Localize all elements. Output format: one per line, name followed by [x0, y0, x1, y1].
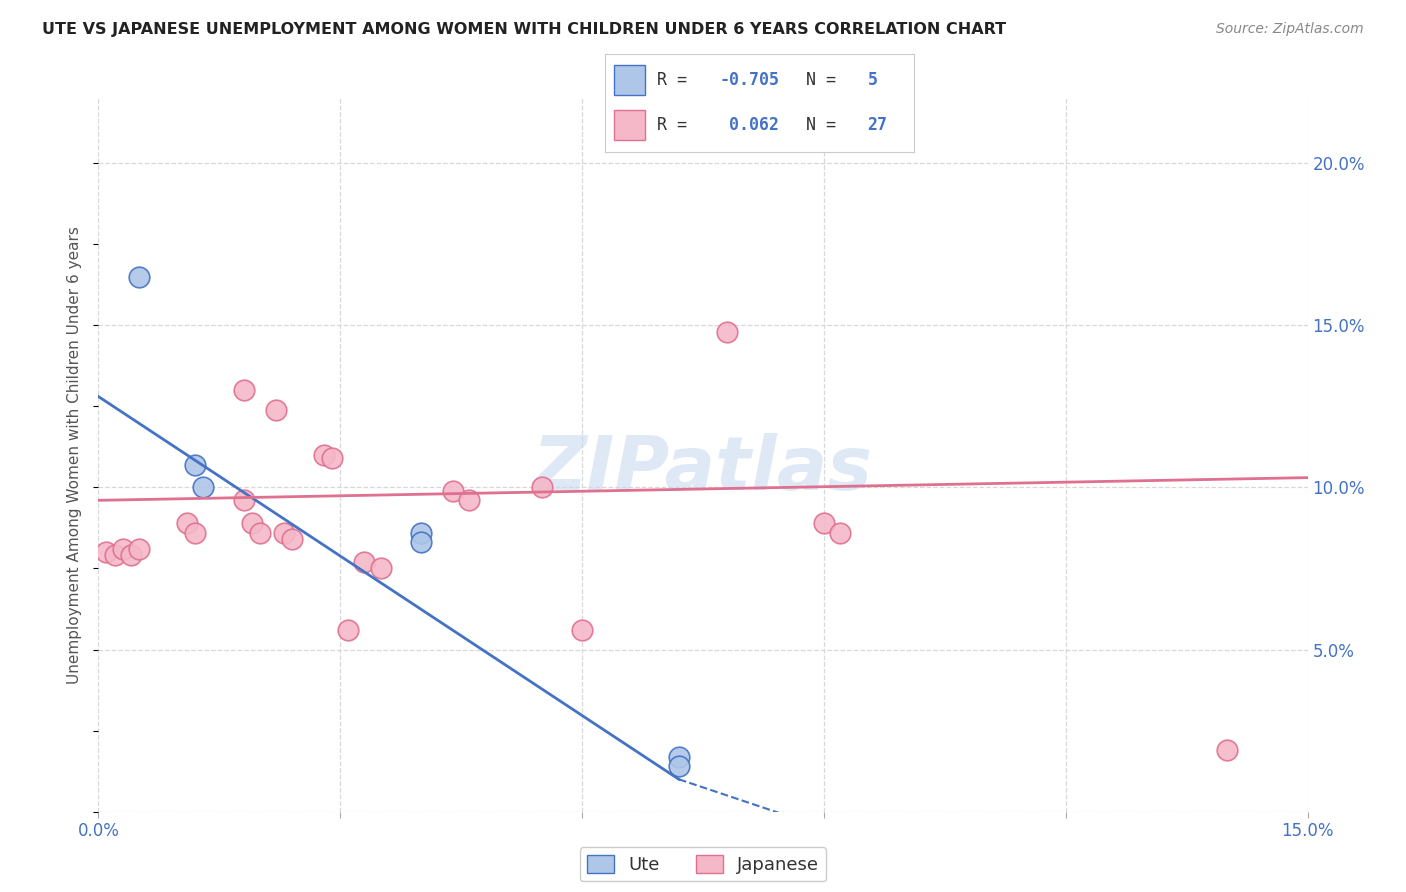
Point: [184, 525, 207, 540]
Point: [103, 549, 125, 563]
Text: R =: R =: [657, 71, 697, 89]
Text: ZIPatlas: ZIPatlas: [533, 433, 873, 506]
Point: [353, 555, 375, 569]
Point: [314, 448, 336, 462]
Point: [128, 269, 150, 284]
Text: 27: 27: [868, 116, 887, 134]
Point: [1216, 743, 1239, 757]
Text: N =: N =: [806, 116, 845, 134]
Point: [813, 516, 835, 530]
Point: [264, 402, 287, 417]
Point: [321, 451, 343, 466]
Point: [232, 383, 254, 397]
Point: [193, 480, 215, 494]
Point: [370, 561, 392, 575]
Text: 5: 5: [868, 71, 877, 89]
Text: Source: ZipAtlas.com: Source: ZipAtlas.com: [1216, 22, 1364, 37]
Point: [281, 533, 304, 547]
Point: [668, 759, 690, 773]
Point: [273, 525, 295, 540]
Point: [232, 493, 254, 508]
Point: [409, 525, 432, 540]
Text: -0.705: -0.705: [718, 71, 779, 89]
Point: [409, 535, 432, 549]
Point: [111, 541, 134, 556]
Text: N =: N =: [806, 71, 845, 89]
Point: [716, 325, 738, 339]
Text: UTE VS JAPANESE UNEMPLOYMENT AMONG WOMEN WITH CHILDREN UNDER 6 YEARS CORRELATION: UTE VS JAPANESE UNEMPLOYMENT AMONG WOMEN…: [42, 22, 1007, 37]
Y-axis label: Unemployment Among Women with Children Under 6 years: Unemployment Among Women with Children U…: [67, 226, 83, 684]
Point: [96, 545, 118, 559]
Point: [240, 516, 263, 530]
Point: [458, 493, 481, 508]
Point: [176, 516, 198, 530]
Point: [530, 480, 553, 494]
Point: [668, 749, 690, 764]
Text: 0.062: 0.062: [718, 116, 779, 134]
Legend: Ute, Japanese: Ute, Japanese: [579, 847, 827, 881]
Point: [571, 623, 593, 637]
Text: R =: R =: [657, 116, 697, 134]
Point: [120, 549, 142, 563]
Point: [337, 623, 360, 637]
Point: [828, 525, 851, 540]
Point: [184, 458, 207, 472]
FancyBboxPatch shape: [614, 111, 645, 140]
Point: [249, 525, 271, 540]
FancyBboxPatch shape: [614, 65, 645, 95]
Point: [441, 483, 464, 498]
Point: [128, 541, 150, 556]
